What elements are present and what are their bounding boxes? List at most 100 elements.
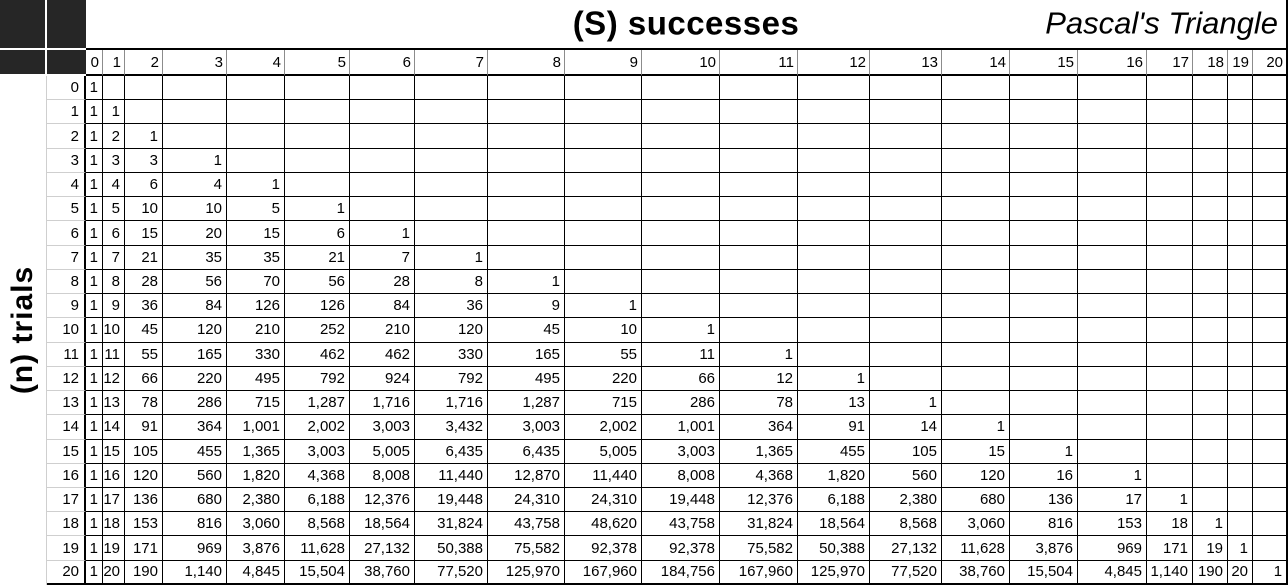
grid-cell[interactable]: [1078, 100, 1147, 125]
grid-cell[interactable]: [1078, 415, 1147, 440]
grid-cell[interactable]: [798, 148, 870, 173]
grid-cell[interactable]: [1193, 221, 1228, 246]
grid-cell[interactable]: [1253, 269, 1288, 295]
grid-cell[interactable]: 75,582: [488, 536, 565, 561]
grid-cell[interactable]: [163, 100, 227, 125]
grid-cell[interactable]: [125, 100, 163, 125]
grid-cell[interactable]: [1078, 148, 1147, 173]
grid-cell[interactable]: 1: [86, 221, 103, 246]
grid-cell[interactable]: [870, 124, 942, 149]
grid-cell[interactable]: [942, 76, 1010, 101]
grid-cell[interactable]: [1253, 318, 1288, 343]
grid-cell[interactable]: [642, 172, 720, 198]
grid-cell[interactable]: [1147, 463, 1193, 488]
grid-cell[interactable]: [565, 124, 642, 149]
grid-cell[interactable]: 171: [1147, 536, 1193, 561]
grid-cell[interactable]: [285, 76, 350, 101]
grid-cell[interactable]: 66: [125, 366, 163, 392]
grid-cell[interactable]: [720, 100, 798, 125]
grid-cell[interactable]: 18: [103, 512, 125, 537]
grid-cell[interactable]: [125, 76, 163, 101]
grid-cell[interactable]: 210: [227, 318, 285, 343]
grid-cell[interactable]: [488, 148, 565, 173]
grid-cell[interactable]: [798, 221, 870, 246]
grid-cell[interactable]: 18: [1147, 512, 1193, 537]
grid-cell[interactable]: 969: [1078, 536, 1147, 561]
grid-cell[interactable]: [1253, 100, 1288, 125]
grid-cell[interactable]: 1: [942, 415, 1010, 440]
grid-cell[interactable]: [942, 221, 1010, 246]
grid-cell[interactable]: [1228, 463, 1253, 488]
grid-cell[interactable]: 28: [125, 269, 163, 295]
grid-cell[interactable]: 6: [125, 172, 163, 198]
grid-cell[interactable]: [415, 221, 488, 246]
row-header-13[interactable]: 13: [47, 391, 86, 416]
col-header-5[interactable]: 5: [285, 50, 350, 76]
grid-cell[interactable]: [1147, 76, 1193, 101]
grid-cell[interactable]: 8,568: [870, 512, 942, 537]
grid-cell[interactable]: [642, 76, 720, 101]
grid-cell[interactable]: 105: [125, 439, 163, 464]
grid-cell[interactable]: 15: [942, 439, 1010, 464]
grid-cell[interactable]: 20: [163, 221, 227, 246]
grid-cell[interactable]: 1: [163, 148, 227, 173]
grid-cell[interactable]: 36: [125, 294, 163, 319]
grid-cell[interactable]: [1010, 318, 1078, 343]
grid-cell[interactable]: [870, 76, 942, 101]
col-header-18[interactable]: 18: [1193, 50, 1228, 76]
grid-cell[interactable]: 364: [163, 415, 227, 440]
grid-cell[interactable]: [1253, 245, 1288, 270]
grid-cell[interactable]: [285, 172, 350, 198]
col-header-19[interactable]: 19: [1228, 50, 1253, 76]
grid-cell[interactable]: [285, 148, 350, 173]
grid-cell[interactable]: 816: [163, 512, 227, 537]
grid-cell[interactable]: 1: [870, 391, 942, 416]
grid-cell[interactable]: 1: [350, 221, 415, 246]
grid-cell[interactable]: [1228, 197, 1253, 222]
grid-cell[interactable]: [942, 100, 1010, 125]
grid-cell[interactable]: [227, 100, 285, 125]
grid-cell[interactable]: 50,388: [415, 536, 488, 561]
grid-cell[interactable]: 75,582: [720, 536, 798, 561]
grid-cell[interactable]: 45: [488, 318, 565, 343]
grid-cell[interactable]: [798, 197, 870, 222]
grid-cell[interactable]: [1147, 391, 1193, 416]
row-header-0[interactable]: 0: [47, 76, 86, 101]
grid-cell[interactable]: 3: [103, 148, 125, 173]
col-header-12[interactable]: 12: [798, 50, 870, 76]
grid-cell[interactable]: [1147, 439, 1193, 464]
grid-cell[interactable]: [1193, 245, 1228, 270]
grid-cell[interactable]: 1,287: [285, 391, 350, 416]
grid-cell[interactable]: 4: [163, 172, 227, 198]
grid-cell[interactable]: 120: [125, 463, 163, 488]
grid-cell[interactable]: 190: [125, 560, 163, 585]
grid-cell[interactable]: 1,365: [227, 439, 285, 464]
row-header-11[interactable]: 11: [47, 342, 86, 367]
grid-cell[interactable]: 462: [350, 342, 415, 367]
grid-cell[interactable]: [1078, 366, 1147, 392]
grid-cell[interactable]: 1: [488, 269, 565, 295]
grid-cell[interactable]: [720, 269, 798, 295]
grid-cell[interactable]: 56: [285, 269, 350, 295]
grid-cell[interactable]: 3,003: [488, 415, 565, 440]
grid-cell[interactable]: 9: [488, 294, 565, 319]
grid-cell[interactable]: [642, 269, 720, 295]
grid-cell[interactable]: 12,376: [720, 487, 798, 513]
grid-cell[interactable]: [1253, 487, 1288, 513]
grid-cell[interactable]: [798, 318, 870, 343]
grid-cell[interactable]: [1010, 124, 1078, 149]
grid-cell[interactable]: 24,310: [565, 487, 642, 513]
grid-cell[interactable]: 286: [163, 391, 227, 416]
grid-cell[interactable]: [415, 197, 488, 222]
grid-cell[interactable]: 816: [1010, 512, 1078, 537]
grid-cell[interactable]: 15: [227, 221, 285, 246]
grid-cell[interactable]: 2,002: [285, 415, 350, 440]
grid-cell[interactable]: [870, 197, 942, 222]
col-header-17[interactable]: 17: [1147, 50, 1193, 76]
grid-cell[interactable]: 330: [415, 342, 488, 367]
grid-cell[interactable]: [565, 269, 642, 295]
grid-cell[interactable]: [163, 76, 227, 101]
grid-cell[interactable]: [642, 221, 720, 246]
grid-cell[interactable]: [1078, 172, 1147, 198]
grid-cell[interactable]: 19,448: [642, 487, 720, 513]
